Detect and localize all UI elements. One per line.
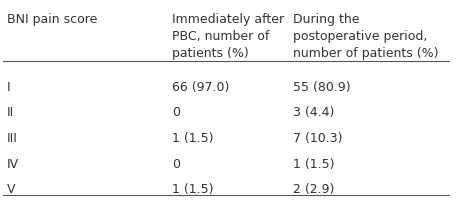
Text: 1 (1.5): 1 (1.5)	[172, 183, 214, 196]
Text: V: V	[7, 183, 16, 196]
Text: 55 (80.9): 55 (80.9)	[293, 81, 351, 94]
Text: During the
postoperative period,
number of patients (%): During the postoperative period, number …	[293, 13, 439, 60]
Text: II: II	[7, 106, 15, 119]
Text: 3 (4.4): 3 (4.4)	[293, 106, 334, 119]
Text: Immediately after
PBC, number of
patients (%): Immediately after PBC, number of patient…	[172, 13, 284, 60]
Text: 0: 0	[172, 158, 180, 171]
Text: 2 (2.9): 2 (2.9)	[293, 183, 334, 196]
Text: 7 (10.3): 7 (10.3)	[293, 132, 343, 145]
Text: 0: 0	[172, 106, 180, 119]
Text: 66 (97.0): 66 (97.0)	[172, 81, 230, 94]
Text: BNI pain score: BNI pain score	[7, 13, 98, 25]
Text: III: III	[7, 132, 18, 145]
Text: 1 (1.5): 1 (1.5)	[293, 158, 335, 171]
Text: 1 (1.5): 1 (1.5)	[172, 132, 214, 145]
Text: IV: IV	[7, 158, 19, 171]
Text: I: I	[7, 81, 11, 94]
